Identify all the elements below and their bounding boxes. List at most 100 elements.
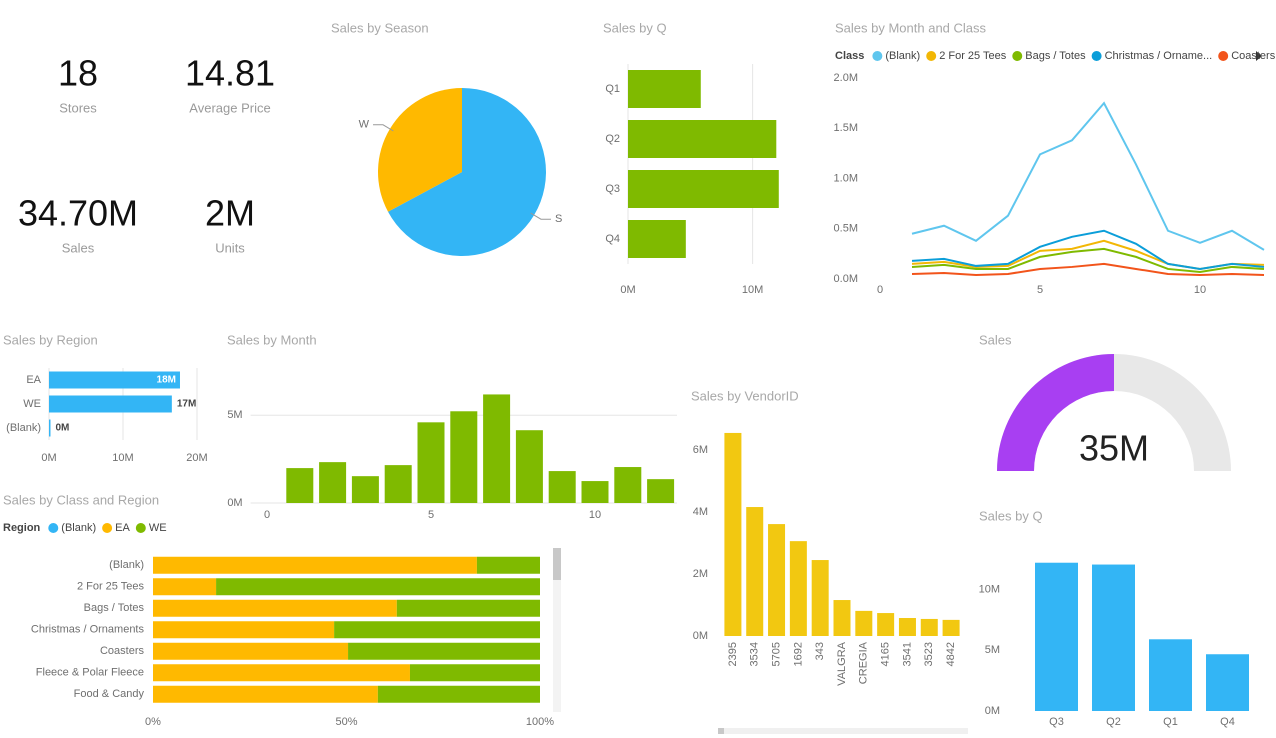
x-tick-label: 0 [264, 509, 270, 521]
legend-marker [1218, 51, 1229, 61]
leader-line [373, 124, 394, 132]
bar [614, 467, 642, 503]
bar [1206, 654, 1249, 711]
slice-label: W [359, 119, 370, 131]
legend-marker [872, 51, 883, 61]
x-category-label: 3534 [749, 642, 761, 666]
y-tick-label: 1.5M [834, 122, 858, 134]
bar [1035, 562, 1078, 711]
bar [153, 599, 397, 617]
y-tick-label: 5M [985, 644, 1000, 656]
scrollbar-track[interactable] [718, 728, 968, 734]
chart-title: Sales by Class and Region [3, 492, 159, 507]
bar [153, 578, 217, 596]
legend-next-arrow[interactable] [1256, 51, 1262, 61]
scrollbar-thumb[interactable] [718, 728, 724, 734]
bar [483, 394, 511, 503]
card-value: 2M [205, 193, 255, 234]
card-label: Stores [59, 100, 97, 115]
y-category-label: (Blank) [109, 559, 144, 571]
pie-slice [388, 88, 546, 257]
y-tick-label: 0M [985, 705, 1000, 717]
legend-label: (Blank) [885, 50, 920, 62]
bar [647, 479, 675, 503]
bar [628, 70, 701, 108]
y-category-label: Q4 [605, 233, 620, 245]
x-tick-label: 50% [335, 716, 357, 728]
legend-label: Bags / Totes [1025, 50, 1086, 62]
data-label: 0M [55, 423, 69, 434]
bar [286, 468, 314, 503]
slice-label: S [555, 213, 562, 225]
line [911, 101, 1265, 251]
chart-title: Sales by Month [227, 332, 317, 347]
y-tick-label: 10M [979, 583, 1000, 595]
scrollbar-track[interactable] [553, 548, 561, 712]
x-category-label: 343 [814, 642, 826, 660]
y-category-label: Coasters [100, 645, 145, 657]
legend-label: EA [115, 522, 130, 534]
bar [396, 599, 540, 617]
bar [628, 170, 779, 208]
chart-title: Sales [979, 332, 1012, 347]
bar [515, 430, 543, 503]
legend-label: Christmas / Orname... [1105, 50, 1213, 62]
card-value: 18 [58, 53, 98, 94]
legend-marker [1091, 51, 1102, 61]
bar [855, 610, 873, 636]
bar [153, 642, 349, 660]
scrollbar-thumb[interactable] [553, 548, 561, 580]
bar [153, 621, 335, 639]
legend-title: Class [835, 50, 864, 62]
x-category-label: Q3 [1049, 716, 1064, 728]
bar [548, 471, 576, 503]
card-label: Average Price [189, 100, 270, 115]
y-category-label: Christmas / Ornaments [31, 624, 145, 636]
bar [898, 618, 916, 636]
bar [833, 600, 851, 636]
bar [409, 664, 540, 682]
chart-title: Sales by Season [331, 20, 429, 35]
chart-title: Sales by VendorID [691, 388, 799, 403]
legend-marker [135, 523, 146, 533]
legend-label: WE [149, 522, 167, 534]
bar [450, 411, 478, 503]
line [911, 262, 1265, 276]
bar [877, 613, 895, 636]
pie-slice [378, 88, 462, 212]
x-category-label: Q2 [1106, 716, 1121, 728]
line [911, 229, 1265, 270]
bar [153, 664, 410, 682]
x-category-label: CREGIA [858, 641, 870, 684]
bar [377, 685, 540, 703]
bar [768, 524, 786, 636]
legend-label: (Blank) [61, 522, 96, 534]
x-category-label: 1692 [792, 642, 804, 666]
bar [153, 556, 477, 574]
card-label: Units [215, 240, 245, 255]
y-tick-label: 0.5M [834, 223, 858, 235]
bar [1149, 639, 1192, 711]
y-category-label: WE [23, 398, 41, 410]
gauge-value: 35M [1079, 428, 1149, 469]
card-value: 34.70M [18, 193, 138, 234]
x-category-label: 5705 [770, 642, 782, 666]
gauge-fill [997, 354, 1114, 471]
y-tick-label: 2M [693, 568, 708, 580]
x-tick-label: 0M [620, 284, 635, 296]
y-tick-label: 5M [227, 409, 242, 421]
x-tick-label: 10M [742, 284, 763, 296]
bar [319, 462, 347, 503]
y-category-label: Fleece & Polar Fleece [36, 667, 144, 679]
x-category-label: 3523 [923, 642, 935, 666]
x-tick-label: 10 [589, 509, 601, 521]
x-category-label: VALGRA [836, 641, 848, 685]
bar [49, 395, 172, 413]
legend-marker [48, 523, 59, 533]
legend-label: Coasters [1231, 50, 1276, 62]
x-category-label: Q4 [1220, 716, 1235, 728]
x-tick-label: 0M [41, 452, 56, 464]
y-category-label: Q1 [605, 83, 620, 95]
bar [384, 465, 412, 503]
x-tick-label: 0 [877, 284, 883, 296]
